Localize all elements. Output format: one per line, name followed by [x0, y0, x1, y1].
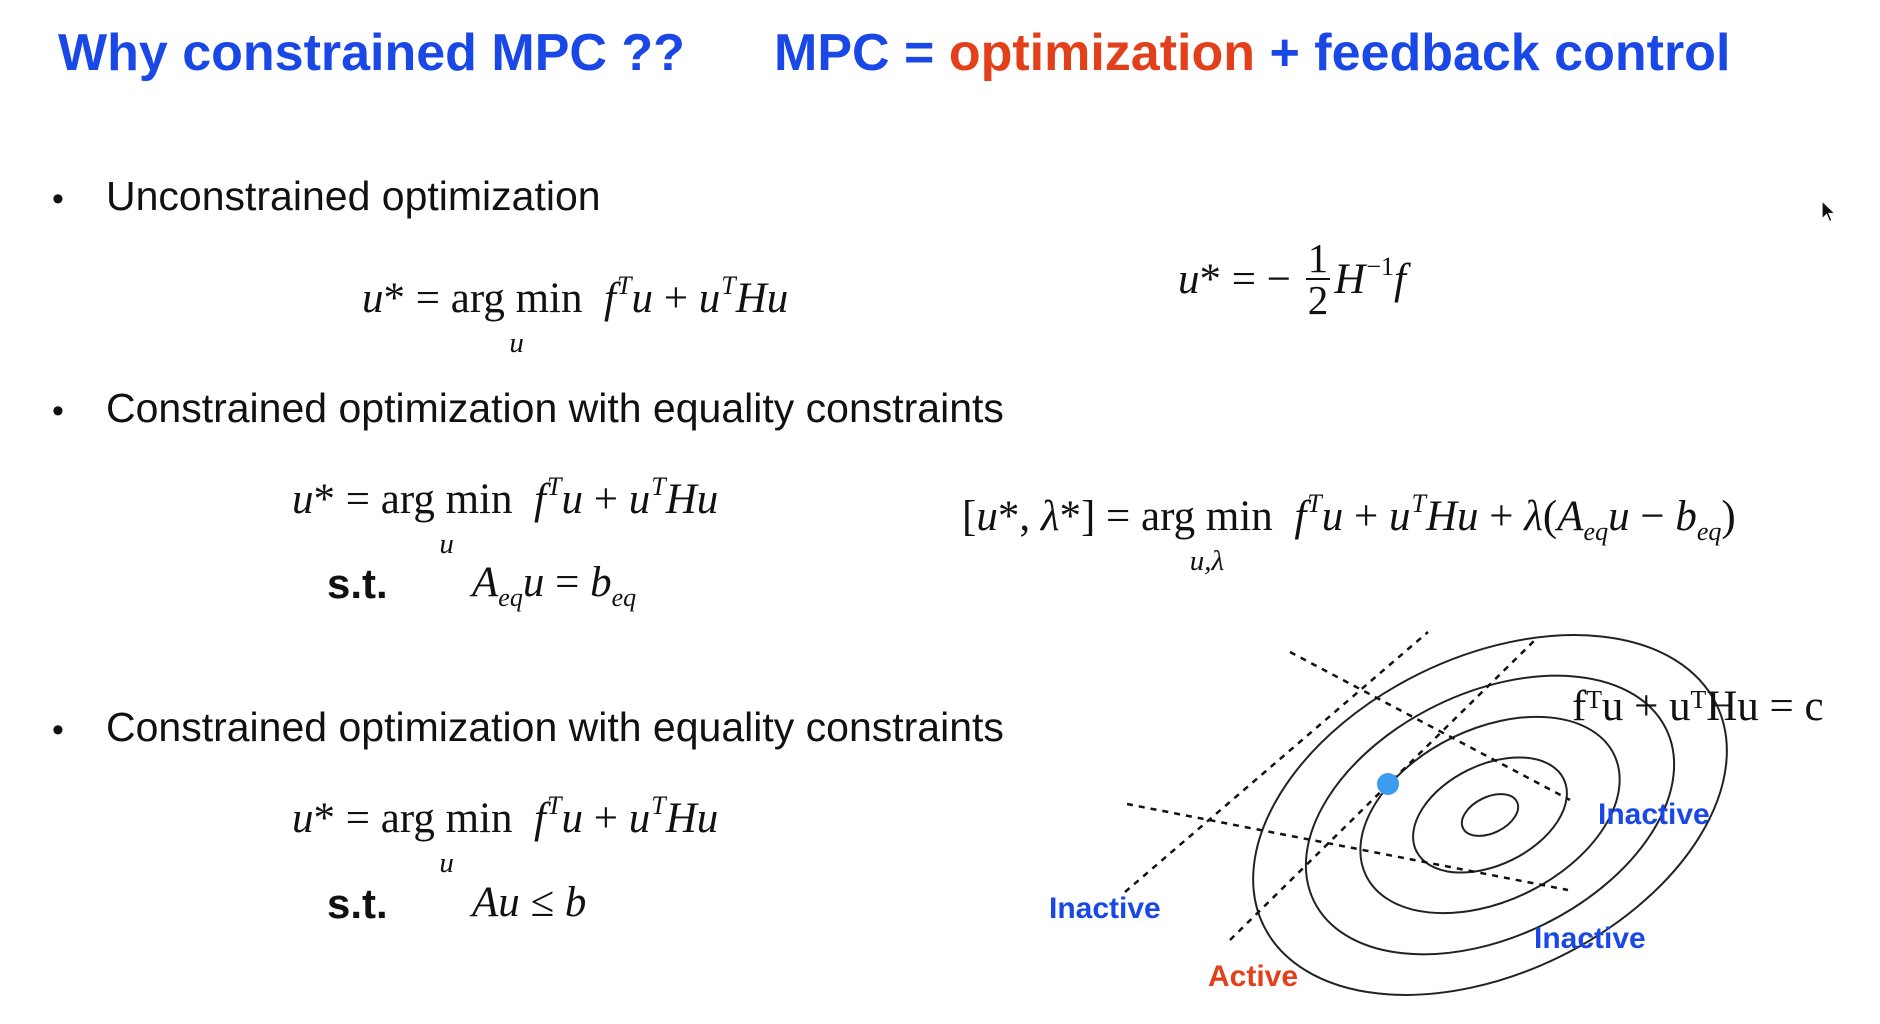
- slide-title: Why constrained MPC ??: [58, 24, 685, 82]
- optimal-point: [1377, 773, 1399, 795]
- bullet-dot-icon: •: [52, 392, 64, 430]
- bullet-inequality: • Constrained optimization with equality …: [52, 703, 1004, 754]
- bullet-dot-icon: •: [52, 711, 64, 749]
- argmin-subscript: u: [439, 847, 454, 879]
- constraint-line: [1124, 631, 1429, 893]
- mpc-label: MPC =: [774, 24, 935, 82]
- argmin-subscript: u,λ: [1189, 545, 1225, 577]
- label-active: Active: [1208, 960, 1299, 993]
- contour-ellipse: [1304, 674, 1676, 956]
- contour-ellipse: [1460, 793, 1520, 837]
- bullet-equality: • Constrained optimization with equality …: [52, 384, 1004, 435]
- inequality-constraint: Au ≤ b: [472, 879, 587, 926]
- argmin-text: arg min: [380, 476, 513, 523]
- argmin-subscript: u: [439, 528, 454, 560]
- equation-lagrangian: [u*, λ*] = arg min u,λ fTu + uTHu + λ(Aeq…: [962, 489, 1736, 577]
- fraction-numerator: 1: [1305, 235, 1331, 281]
- label-inactive-bottom: Inactive: [1534, 922, 1646, 955]
- bullet-unconstrained: • Unconstrained optimization: [52, 172, 601, 223]
- bullet-text: Unconstrained optimization: [106, 173, 601, 219]
- slide-subtitle: MPC = optimization + feedback control: [774, 22, 1730, 84]
- optimization-label: optimization: [948, 24, 1256, 82]
- bullet-text: Constrained optimization with equality c…: [106, 704, 1004, 750]
- contour-ellipse: [1412, 756, 1568, 874]
- equation-inequality: u* = arg min u fTu + uTHu: [292, 791, 718, 879]
- equality-constraint: Aequ = beq: [472, 559, 637, 612]
- argmin-subscript: u: [509, 327, 524, 359]
- constraint-line: [1126, 802, 1569, 892]
- contour-ellipse: [1252, 634, 1728, 996]
- label-inactive-left: Inactive: [1049, 892, 1161, 925]
- equation-equality: u* = arg min u fTu + uTHu: [292, 472, 718, 560]
- bullet-text: Constrained optimization with equality c…: [106, 385, 1004, 431]
- subject-to-label: s.t.: [327, 560, 388, 607]
- argmin-text: arg min: [1141, 493, 1273, 540]
- equation-closed-form: u* = − 1 2 H−1f: [1178, 235, 1406, 323]
- feedback-label: + feedback control: [1269, 24, 1731, 82]
- subject-to-label: s.t.: [327, 880, 388, 927]
- fraction-denominator: 2: [1307, 277, 1329, 323]
- bullet-dot-icon: •: [52, 180, 64, 218]
- constraint-line: [1289, 650, 1571, 802]
- equation-unconstrained: u* = arg min u fTu + uTHu: [362, 271, 788, 359]
- argmin-text: arg min: [380, 795, 513, 842]
- label-inactive-right: Inactive: [1598, 798, 1710, 831]
- mouse-pointer-icon: [1821, 200, 1837, 223]
- argmin-text: arg min: [450, 275, 583, 322]
- contour-label: fᵀu + uᵀHu = c: [1572, 683, 1824, 730]
